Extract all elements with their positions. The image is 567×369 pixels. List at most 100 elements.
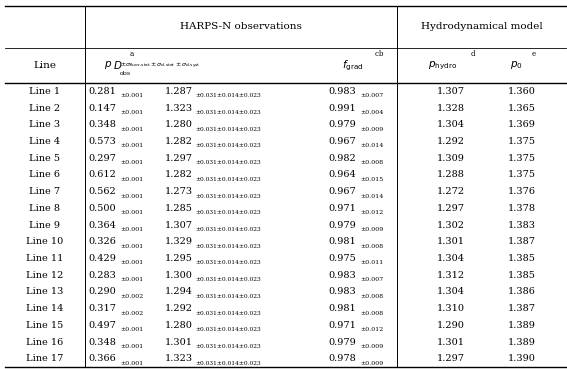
Text: 1.273: 1.273 — [164, 187, 193, 196]
Text: 1.389: 1.389 — [507, 338, 536, 346]
Text: Line 1: Line 1 — [29, 87, 60, 96]
Text: ±0.007: ±0.007 — [360, 277, 383, 282]
Text: 0.573: 0.573 — [88, 137, 116, 146]
Text: $p$: $p$ — [104, 59, 112, 72]
Text: 0.290: 0.290 — [88, 287, 116, 296]
Text: 1.301: 1.301 — [437, 237, 465, 246]
Text: ±0.015: ±0.015 — [360, 177, 383, 182]
Text: ±0.014: ±0.014 — [360, 144, 383, 148]
Text: ±0.031±0.014±0.023: ±0.031±0.014±0.023 — [196, 110, 261, 115]
Text: 0.283: 0.283 — [88, 271, 116, 280]
Text: 0.281: 0.281 — [88, 87, 116, 96]
Text: 1.376: 1.376 — [507, 187, 536, 196]
Text: 1.307: 1.307 — [164, 221, 192, 230]
Text: ±0.031±0.014±0.023: ±0.031±0.014±0.023 — [196, 311, 261, 315]
Text: 0.562: 0.562 — [88, 187, 116, 196]
Text: ±0.014: ±0.014 — [360, 194, 383, 199]
Text: 1.375: 1.375 — [507, 154, 536, 163]
Text: 1.389: 1.389 — [507, 321, 536, 330]
Text: Hydrodynamical model: Hydrodynamical model — [421, 22, 542, 31]
Text: 1.282: 1.282 — [164, 170, 192, 179]
Text: ±0.001: ±0.001 — [121, 160, 144, 165]
Text: 0.983: 0.983 — [329, 287, 357, 296]
Text: ±0.031±0.014±0.023: ±0.031±0.014±0.023 — [196, 227, 261, 232]
Text: $p_{\rm hydro}$: $p_{\rm hydro}$ — [428, 59, 457, 72]
Text: ±0.031±0.014±0.023: ±0.031±0.014±0.023 — [196, 127, 261, 132]
Text: ±0.007: ±0.007 — [360, 93, 383, 98]
Text: Line: Line — [33, 61, 56, 70]
Text: $D$: $D$ — [113, 59, 122, 72]
Text: 1.385: 1.385 — [507, 254, 536, 263]
Text: 0.964: 0.964 — [329, 170, 357, 179]
Text: 1.282: 1.282 — [164, 137, 192, 146]
Text: Line 16: Line 16 — [26, 338, 64, 346]
Text: Line 13: Line 13 — [26, 287, 64, 296]
Text: ±0.002: ±0.002 — [121, 294, 144, 299]
Text: ±0.008: ±0.008 — [360, 311, 383, 315]
Text: ±0.001: ±0.001 — [121, 227, 144, 232]
Text: ±0.009: ±0.009 — [360, 127, 383, 132]
Text: ±0.001: ±0.001 — [121, 210, 144, 215]
Text: ±0.031±0.014±0.023: ±0.031±0.014±0.023 — [196, 294, 261, 299]
Text: ±0.001: ±0.001 — [121, 144, 144, 148]
Text: 0.500: 0.500 — [88, 204, 116, 213]
Text: 0.497: 0.497 — [88, 321, 116, 330]
Text: 1.365: 1.365 — [507, 104, 536, 113]
Text: obs: obs — [120, 71, 131, 76]
Text: 1.297: 1.297 — [437, 204, 465, 213]
Text: 1.375: 1.375 — [507, 137, 536, 146]
Text: 0.364: 0.364 — [88, 221, 116, 230]
Text: 1.304: 1.304 — [437, 287, 465, 296]
Text: 0.979: 0.979 — [329, 338, 357, 346]
Text: 0.297: 0.297 — [88, 154, 116, 163]
Text: 1.290: 1.290 — [437, 321, 465, 330]
Text: 0.967: 0.967 — [329, 187, 357, 196]
Text: 0.348: 0.348 — [88, 120, 116, 129]
Text: ±0.012: ±0.012 — [360, 210, 383, 215]
Text: 1.378: 1.378 — [507, 204, 536, 213]
Text: ±0.001: ±0.001 — [121, 127, 144, 132]
Text: Line 8: Line 8 — [29, 204, 60, 213]
Text: 0.317: 0.317 — [88, 304, 116, 313]
Text: ±0.012: ±0.012 — [360, 327, 383, 332]
Text: 1.292: 1.292 — [164, 304, 192, 313]
Text: Line 5: Line 5 — [29, 154, 60, 163]
Text: 0.978: 0.978 — [329, 354, 357, 363]
Text: 1.297: 1.297 — [164, 154, 192, 163]
Text: 0.326: 0.326 — [88, 237, 116, 246]
Text: 1.329: 1.329 — [164, 237, 192, 246]
Text: 1.294: 1.294 — [164, 287, 192, 296]
Text: Line 17: Line 17 — [26, 354, 64, 363]
Text: ±0.009: ±0.009 — [360, 227, 383, 232]
Text: ±0.031±0.014±0.023: ±0.031±0.014±0.023 — [196, 93, 261, 98]
Text: ±0.031±0.014±0.023: ±0.031±0.014±0.023 — [196, 361, 261, 366]
Text: 1.383: 1.383 — [507, 221, 536, 230]
Text: ±0.001: ±0.001 — [121, 344, 144, 349]
Text: ±0.031±0.014±0.023: ±0.031±0.014±0.023 — [196, 244, 261, 249]
Text: 1.301: 1.301 — [437, 338, 465, 346]
Text: 0.612: 0.612 — [88, 170, 116, 179]
Text: Line 6: Line 6 — [29, 170, 60, 179]
Text: ±0.008: ±0.008 — [360, 160, 383, 165]
Text: 1.390: 1.390 — [507, 354, 536, 363]
Text: 0.981: 0.981 — [329, 304, 357, 313]
Text: 1.312: 1.312 — [437, 271, 465, 280]
Text: ±0.001: ±0.001 — [121, 327, 144, 332]
Text: Line 10: Line 10 — [26, 237, 64, 246]
Text: 1.287: 1.287 — [164, 87, 192, 96]
Text: ±0.009: ±0.009 — [360, 361, 383, 366]
Text: 1.360: 1.360 — [507, 87, 536, 96]
Text: b: b — [379, 51, 383, 58]
Text: 1.310: 1.310 — [437, 304, 465, 313]
Text: ±0.001: ±0.001 — [121, 110, 144, 115]
Text: 0.991: 0.991 — [329, 104, 357, 113]
Text: 1.385: 1.385 — [507, 271, 536, 280]
Text: ±0.001: ±0.001 — [121, 261, 144, 265]
Text: 1.323: 1.323 — [164, 354, 193, 363]
Text: ±0.031±0.014±0.023: ±0.031±0.014±0.023 — [196, 277, 261, 282]
Text: 0.967: 0.967 — [329, 137, 357, 146]
Text: 1.302: 1.302 — [437, 221, 465, 230]
Text: ±0.031±0.014±0.023: ±0.031±0.014±0.023 — [196, 160, 261, 165]
Text: Line 2: Line 2 — [29, 104, 60, 113]
Text: $p_0$: $p_0$ — [510, 59, 522, 72]
